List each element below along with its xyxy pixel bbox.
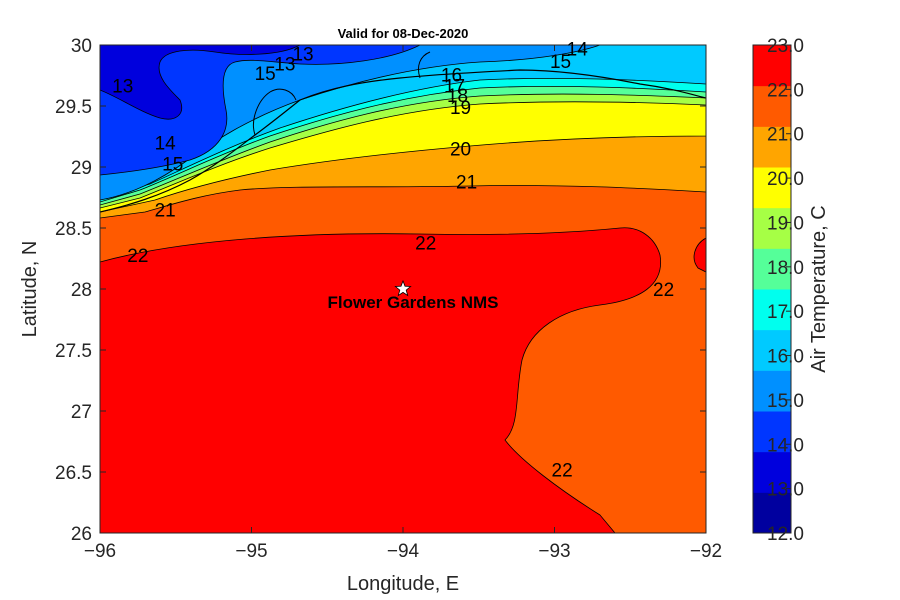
colorbar-tick-label: 17.0 [767, 302, 804, 323]
y-tick-label: 27.5 [55, 341, 92, 362]
colorbar-tick-label: 12.0 [767, 524, 804, 545]
contour-label: 17 [444, 76, 465, 97]
colorbar-tick-label: 23.0 [767, 36, 804, 57]
contour-label: 13 [274, 54, 295, 75]
band-12-13 [100, 45, 301, 120]
y-tick-label: 29 [71, 158, 92, 179]
site-star-icon [394, 279, 412, 297]
colorbar-segment [753, 329, 791, 371]
colorbar-tick-label: 14.0 [767, 435, 804, 456]
x-tick-label: −95 [235, 541, 267, 562]
bay-outline [253, 51, 431, 136]
contour-label: 21 [456, 173, 477, 194]
contour-label: 14 [567, 40, 589, 61]
contour-label: 22 [415, 234, 436, 255]
contour-label: 14 [155, 134, 177, 155]
x-tick-label: −94 [387, 541, 420, 562]
band-22-23-east [693, 237, 706, 273]
x-axis-ticks: −96 −95 −94 −93 −92 [84, 45, 722, 562]
y-axis-ticks: 26 26.5 27 27.5 28 28.5 29 29.5 30 [55, 36, 706, 545]
band-22-23 [100, 227, 662, 533]
contour-label: 22 [653, 280, 674, 301]
contour-label: 22 [127, 246, 148, 267]
x-tick-label: −92 [690, 541, 722, 562]
colorbar-segment [753, 370, 791, 412]
colorbar-tick-label: 16.0 [767, 347, 804, 368]
colorbar: 12.0 13.0 14.0 15.0 16.0 17.0 18.0 19.0 20.0 21.0… [752, 36, 804, 545]
x-tick-label: −93 [538, 541, 570, 562]
band-13-14 [100, 45, 421, 176]
contour-label: 21 [155, 201, 176, 222]
contour-label: 15 [550, 52, 571, 73]
colorbar-tick-label: 21.0 [767, 125, 804, 146]
colorbar-segment [753, 126, 791, 168]
contour-label: 22 [552, 461, 573, 482]
y-tick-label: 29.5 [55, 97, 92, 118]
contour-field [100, 45, 706, 533]
y-tick-label: 27 [71, 402, 92, 423]
chart-title: Valid for 08-Dec-2020 [338, 26, 469, 41]
contour-label: 16 [441, 65, 462, 86]
colorbar-segment [753, 167, 791, 209]
contour-label: 15 [162, 154, 183, 175]
x-tick-label: −96 [84, 541, 116, 562]
colorbar-segment [753, 207, 791, 249]
colorbar-segment [753, 289, 791, 331]
site-label: Flower Gardens NMS [328, 293, 499, 312]
coastline [100, 69, 706, 213]
colorbar-tick-label: 22.0 [767, 80, 804, 101]
colorbar-segment [753, 451, 791, 493]
colorbar-tick-label: 13.0 [767, 480, 804, 501]
colorbar-segment [753, 45, 791, 87]
contour-label: 18 [447, 86, 468, 107]
y-tick-label: 28 [71, 280, 92, 301]
y-tick-label: 26 [71, 524, 92, 545]
y-tick-label: 26.5 [55, 463, 92, 484]
site-marker: Flower Gardens NMS [328, 279, 499, 312]
contour-label: 13 [292, 45, 313, 66]
colorbar-segment [753, 248, 791, 290]
y-axis-label: Latitude, N [19, 241, 41, 338]
contour-label: 15 [255, 64, 276, 85]
contour-label: 20 [450, 140, 471, 161]
colorbar-tick-label: 19.0 [767, 213, 804, 234]
colorbar-frame [752, 44, 792, 534]
y-tick-label: 28.5 [55, 219, 92, 240]
colorbar-segment [753, 85, 791, 127]
colorbar-tick-label: 20.0 [767, 169, 804, 190]
contour-label: 13 [112, 76, 133, 97]
colorbar-segment [753, 411, 791, 453]
contour-label: 19 [450, 98, 471, 119]
x-axis-label: Longitude, E [347, 573, 459, 595]
colorbar-tick-label: 15.0 [767, 391, 804, 412]
y-tick-label: 30 [71, 36, 92, 57]
colorbar-tick-label: 18.0 [767, 258, 804, 279]
colorbar-segment [753, 492, 791, 534]
colorbar-label: Air Temperature, C [808, 205, 830, 372]
